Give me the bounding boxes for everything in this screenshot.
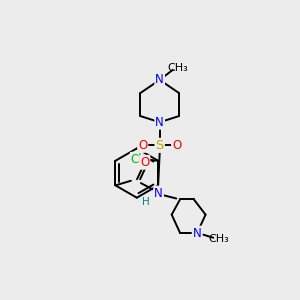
Text: S: S [155, 139, 164, 152]
Text: H: H [142, 197, 150, 207]
Text: O: O [140, 156, 149, 169]
Text: N: N [154, 187, 163, 200]
Text: CH₃: CH₃ [208, 234, 229, 244]
Text: N: N [193, 226, 202, 240]
Text: O: O [172, 139, 181, 152]
Text: N: N [155, 74, 164, 86]
Text: Cl: Cl [131, 153, 142, 166]
Text: N: N [155, 116, 164, 129]
Text: CH₃: CH₃ [168, 63, 188, 73]
Text: O: O [138, 139, 147, 152]
